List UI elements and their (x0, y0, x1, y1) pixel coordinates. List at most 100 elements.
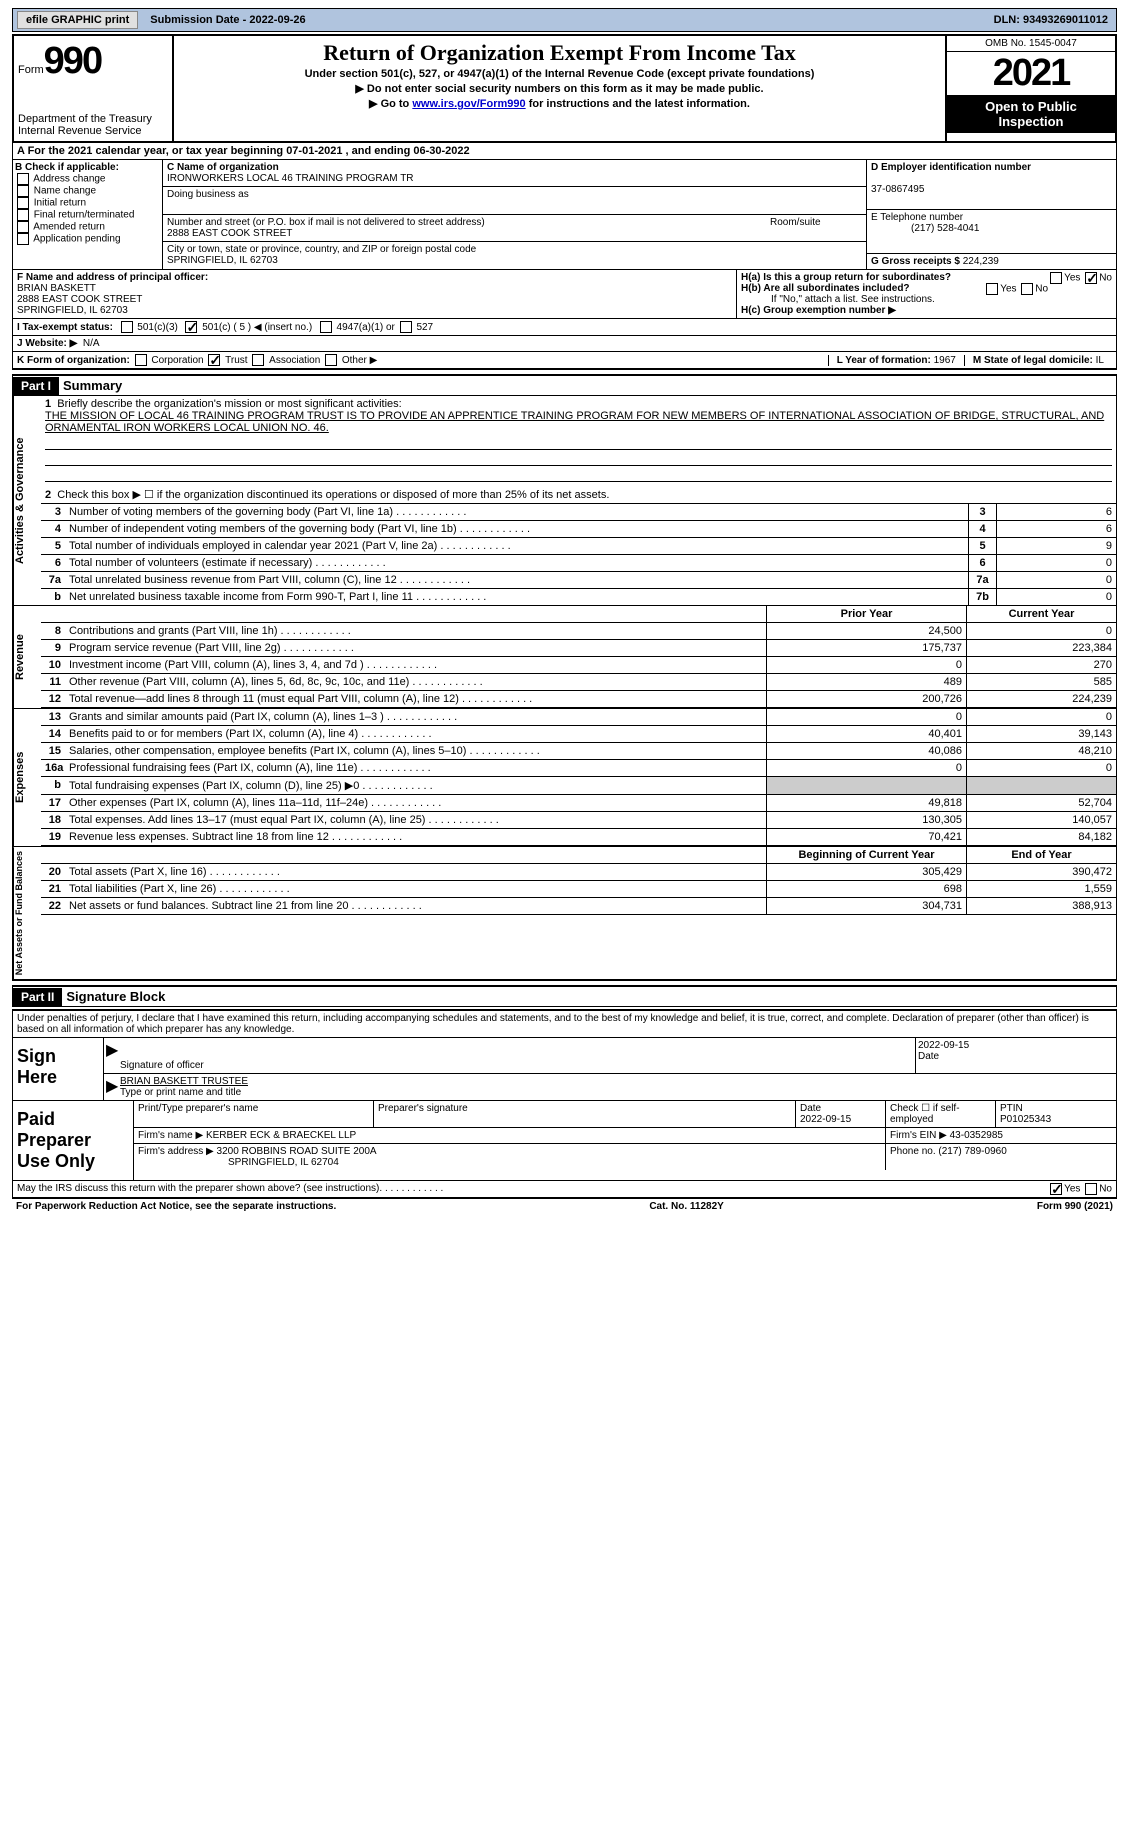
b-checkbox-item: Initial return (15, 197, 160, 209)
other-checkbox[interactable] (325, 354, 337, 366)
b-checkbox-item: Amended return (15, 221, 160, 233)
ha-label: H(a) Is this a group return for subordin… (741, 272, 1112, 283)
tab-net-assets: Net Assets or Fund Balances (13, 847, 41, 979)
sig-name-label: Type or print name and title (120, 1087, 241, 1098)
tab-expenses: Expenses (13, 709, 41, 846)
firm-name: KERBER ECK & BRAECKEL LLP (206, 1130, 356, 1141)
4947-checkbox[interactable] (320, 321, 332, 333)
summary-line: 21Total liabilities (Part X, line 26)698… (41, 881, 1116, 898)
sig-date: 2022-09-15 (918, 1040, 969, 1051)
begin-year-hdr: Beginning of Current Year (766, 847, 966, 863)
m-state: M State of legal domicile: IL (964, 355, 1112, 366)
officer-name: BRIAN BASKETT (17, 283, 96, 294)
city-state-zip: SPRINGFIELD, IL 62703 (167, 255, 278, 266)
website: N/A (83, 338, 100, 349)
b-checkbox-item: Name change (15, 185, 160, 197)
top-bar: efile GRAPHIC print Submission Date - 20… (12, 8, 1117, 32)
form-ref: Form 990 (2021) (1037, 1201, 1113, 1212)
summary-line: 6Total number of volunteers (estimate if… (41, 555, 1116, 572)
summary-line: 22Net assets or fund balances. Subtract … (41, 898, 1116, 915)
ha-yes-checkbox[interactable] (1050, 272, 1062, 284)
line-a: A For the 2021 calendar year, or tax yea… (12, 143, 1117, 160)
summary-line: 4Number of independent voting members of… (41, 521, 1116, 538)
prep-name-label: Print/Type preparer's name (138, 1103, 258, 1114)
trust-checkbox[interactable] (208, 354, 220, 366)
dept-treasury: Department of the Treasury (18, 113, 168, 125)
prep-date: 2022-09-15 (800, 1114, 851, 1125)
summary-line: 11Other revenue (Part VIII, column (A), … (41, 674, 1116, 691)
527-checkbox[interactable] (400, 321, 412, 333)
c-label: C Name of organization (167, 162, 279, 173)
prior-year-hdr: Prior Year (766, 606, 966, 622)
assoc-checkbox[interactable] (252, 354, 264, 366)
phone-label: Phone no. (890, 1146, 938, 1157)
submission-date: Submission Date - 2022-09-26 (142, 12, 313, 28)
end-year-hdr: End of Year (966, 847, 1116, 863)
cat-no: Cat. No. 11282Y (649, 1201, 723, 1212)
discuss-yes-checkbox[interactable] (1050, 1183, 1062, 1195)
summary-line: 15Salaries, other compensation, employee… (41, 743, 1116, 760)
summary-line: bNet unrelated business taxable income f… (41, 589, 1116, 605)
ptin: P01025343 (1000, 1114, 1051, 1125)
e-label: E Telephone number (871, 212, 963, 223)
ein: 37-0867495 (871, 184, 924, 195)
summary-line: 5Total number of individuals employed in… (41, 538, 1116, 555)
summary-line: 14Benefits paid to or for members (Part … (41, 726, 1116, 743)
form-label: Form (18, 64, 44, 76)
room-suite-label: Room/suite (766, 215, 866, 242)
summary-line: 17Other expenses (Part IX, column (A), l… (41, 795, 1116, 812)
gross-receipts: 224,239 (963, 256, 999, 267)
k-label: K Form of organization: (17, 355, 130, 366)
discuss-label: May the IRS discuss this return with the… (17, 1183, 379, 1195)
form-number: 990 (44, 40, 101, 82)
tab-governance: Activities & Governance (13, 396, 41, 605)
efile-print-button[interactable]: efile GRAPHIC print (17, 11, 138, 29)
summary-line: 20Total assets (Part X, line 16)305,4293… (41, 864, 1116, 881)
addr-label: Number and street (or P.O. box if mail i… (167, 217, 485, 228)
summary-line: 10Investment income (Part VIII, column (… (41, 657, 1116, 674)
501c3-checkbox[interactable] (121, 321, 133, 333)
officer-city: SPRINGFIELD, IL 62703 (17, 305, 128, 316)
self-employed-check[interactable]: Check ☐ if self-employed (886, 1101, 996, 1127)
summary-line: 16aProfessional fundraising fees (Part I… (41, 760, 1116, 777)
tab-revenue: Revenue (13, 606, 41, 708)
section-b: B Check if applicable: Address change Na… (13, 160, 163, 269)
d-label: D Employer identification number (871, 162, 1031, 173)
summary-line: 8Contributions and grants (Part VIII, li… (41, 623, 1116, 640)
summary-line: 12Total revenue—add lines 8 through 11 (… (41, 691, 1116, 708)
subtitle-1: Under section 501(c), 527, or 4947(a)(1)… (178, 68, 941, 80)
firm-ein: 43-0352985 (950, 1130, 1003, 1141)
street-address: 2888 EAST COOK STREET (167, 228, 292, 239)
summary-line: 19Revenue less expenses. Subtract line 1… (41, 829, 1116, 846)
omb-number: OMB No. 1545-0047 (947, 36, 1115, 52)
sig-officer-label: Signature of officer (120, 1060, 204, 1071)
hb-no-checkbox[interactable] (1021, 283, 1033, 295)
summary-line: 13Grants and similar amounts paid (Part … (41, 709, 1116, 726)
irs-link[interactable]: www.irs.gov/Form990 (412, 98, 525, 110)
sign-here-label: Sign Here (13, 1038, 103, 1100)
ptin-label: PTIN (1000, 1103, 1023, 1114)
ha-no-checkbox[interactable] (1085, 272, 1097, 284)
form-title: Return of Organization Exempt From Incom… (178, 40, 941, 66)
501c-checkbox[interactable] (185, 321, 197, 333)
mission-text: THE MISSION OF LOCAL 46 TRAINING PROGRAM… (45, 410, 1104, 434)
form-header: Form990 Department of the Treasury Inter… (12, 34, 1117, 143)
hb-yes-checkbox[interactable] (986, 283, 998, 295)
f-label: F Name and address of principal officer: (17, 272, 208, 283)
summary-line: 7aTotal unrelated business revenue from … (41, 572, 1116, 589)
tax-year: 2021 (947, 52, 1115, 95)
firm-addr-label: Firm's address ▶ (138, 1146, 214, 1157)
firm-name-label: Firm's name ▶ (138, 1130, 203, 1141)
irs-label: Internal Revenue Service (18, 125, 168, 137)
discuss-no-checkbox[interactable] (1085, 1183, 1097, 1195)
line-i: I Tax-exempt status: 501(c)(3) 501(c) ( … (12, 319, 1117, 336)
hb-note: If "No," attach a list. See instructions… (741, 294, 1112, 305)
sig-name: BRIAN BASKETT TRUSTEE (120, 1076, 248, 1087)
declaration: Under penalties of perjury, I declare th… (12, 1009, 1117, 1038)
b-checkbox-item: Address change (15, 173, 160, 185)
part1-header: Part ISummary (12, 374, 1117, 396)
corp-checkbox[interactable] (135, 354, 147, 366)
paid-preparer-label: Paid Preparer Use Only (13, 1101, 133, 1180)
summary-line: bTotal fundraising expenses (Part IX, co… (41, 777, 1116, 795)
open-inspection: Open to Public Inspection (947, 95, 1115, 133)
